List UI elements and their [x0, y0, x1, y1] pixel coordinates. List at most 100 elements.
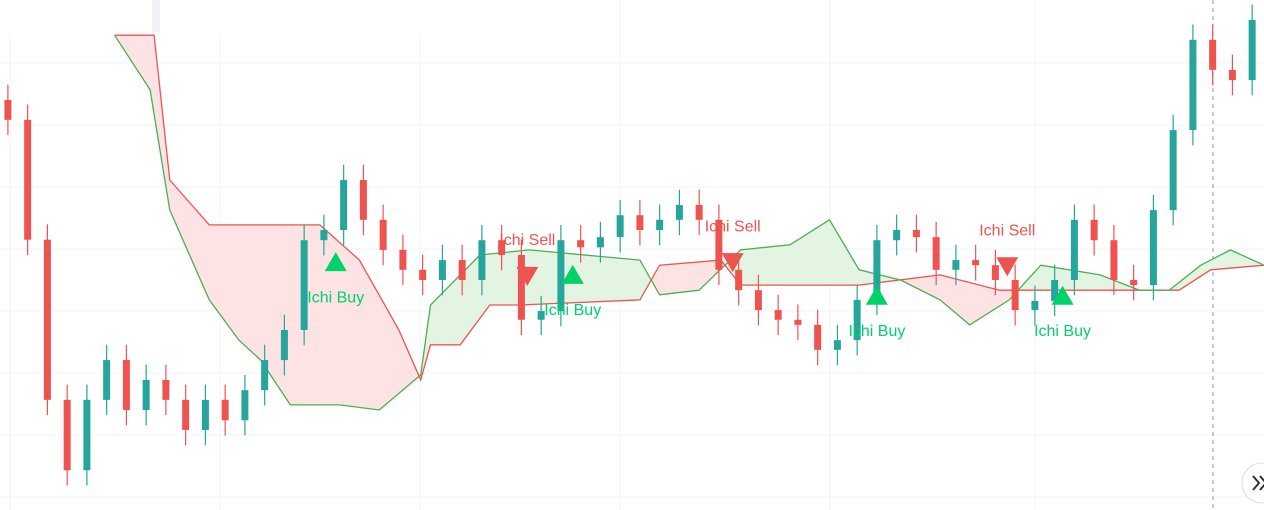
candle — [280, 314, 288, 376]
candle-body — [399, 249, 407, 270]
candle-body — [1130, 279, 1138, 286]
toolbar-edge — [152, 0, 160, 32]
candle-body — [1149, 210, 1157, 286]
candle — [1110, 224, 1118, 296]
candle — [24, 104, 32, 255]
candle — [596, 221, 604, 263]
signal: Ichi Sell — [705, 218, 761, 273]
candle — [715, 204, 723, 286]
scroll-button[interactable] — [1241, 462, 1264, 504]
candle — [458, 244, 466, 296]
cloud-bearish — [114, 35, 1264, 410]
candle — [1248, 4, 1256, 96]
candle — [162, 364, 170, 416]
candle — [300, 224, 308, 346]
candle-body — [537, 311, 545, 320]
candle — [636, 199, 644, 246]
candle-body — [517, 255, 525, 320]
signal-marker — [516, 266, 539, 286]
signals: Ichi Buy Ichi Sell Ichi Buy Ichi Sell Ichi B… — [307, 218, 1091, 340]
candle — [754, 274, 762, 326]
candle — [63, 384, 71, 486]
candle-body — [498, 240, 506, 255]
candle-body — [774, 310, 782, 320]
candle-body — [695, 205, 703, 220]
candle-body — [4, 99, 12, 120]
signal: Ichi Buy — [544, 264, 601, 319]
candle-body — [221, 399, 229, 421]
candles — [4, 4, 1256, 486]
candle — [1228, 54, 1236, 96]
candle-body — [478, 240, 486, 280]
candle — [142, 364, 150, 426]
signal: Ichi Sell — [979, 222, 1035, 277]
candle-body — [1011, 279, 1019, 311]
candle — [537, 295, 545, 336]
candle — [557, 224, 565, 327]
candle-body — [379, 219, 387, 250]
candle-body — [1209, 39, 1217, 70]
candle — [419, 254, 427, 296]
candle — [833, 324, 841, 366]
candle — [853, 284, 861, 356]
candle — [43, 224, 51, 416]
candle-body — [103, 360, 111, 400]
candle-body — [557, 240, 565, 312]
candle-body — [300, 240, 308, 330]
candle-body — [715, 219, 723, 270]
candle — [1011, 264, 1019, 326]
signal: Ichi Buy — [848, 285, 905, 340]
candle-body — [1031, 300, 1039, 311]
signal-label: Ichi Sell — [979, 222, 1035, 239]
candle-body — [1248, 19, 1256, 81]
candle — [4, 84, 12, 136]
candle — [83, 384, 91, 486]
candle-body — [359, 180, 367, 220]
candle — [359, 164, 367, 236]
candle — [1209, 24, 1217, 86]
candle — [498, 224, 506, 271]
candle — [675, 189, 683, 236]
signal-marker — [865, 285, 888, 305]
candle — [893, 214, 901, 256]
candle — [1189, 24, 1197, 146]
candle-body — [24, 119, 32, 240]
candle-body — [63, 399, 71, 471]
signal-label: Ichi Buy — [307, 289, 364, 306]
candle — [1169, 114, 1177, 226]
candle-body — [912, 230, 920, 238]
candle-body — [280, 329, 288, 361]
candle-body — [1110, 240, 1118, 280]
candle — [972, 244, 980, 281]
candle-body — [616, 215, 624, 238]
candle — [399, 234, 407, 286]
candle-body — [241, 390, 249, 421]
candle-body — [952, 260, 960, 270]
signal-marker — [1051, 285, 1074, 305]
signal-label: Ichi Buy — [1034, 323, 1091, 340]
candle — [774, 294, 782, 336]
candle-body — [1169, 130, 1177, 211]
candle-body — [1051, 279, 1059, 301]
candle-body — [1228, 69, 1236, 81]
signal-label: Ichi Sell — [705, 218, 761, 235]
candle — [201, 384, 209, 446]
candle-body — [458, 260, 466, 280]
candle — [261, 344, 269, 406]
candle — [814, 309, 822, 366]
candle — [695, 189, 703, 236]
candle-body — [201, 399, 209, 430]
candle — [1090, 204, 1098, 256]
cloud — [114, 34, 1264, 411]
candle-body — [182, 399, 190, 430]
candle-body — [1070, 219, 1078, 280]
candle-body — [419, 269, 427, 280]
candle — [340, 164, 348, 246]
candle — [122, 344, 130, 426]
candle-body — [43, 239, 51, 400]
candle-body — [754, 290, 762, 311]
candle-body — [577, 240, 585, 248]
candle — [991, 249, 999, 296]
candle — [182, 384, 190, 446]
candle — [1070, 204, 1078, 296]
